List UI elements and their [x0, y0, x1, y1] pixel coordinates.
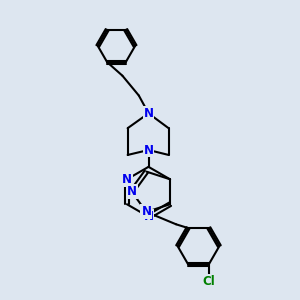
- Text: N: N: [127, 185, 137, 198]
- Text: Cl: Cl: [202, 274, 215, 288]
- Text: N: N: [141, 206, 152, 218]
- Text: N: N: [143, 107, 154, 120]
- Text: N: N: [122, 173, 132, 186]
- Text: N: N: [143, 143, 154, 157]
- Text: N: N: [143, 210, 154, 223]
